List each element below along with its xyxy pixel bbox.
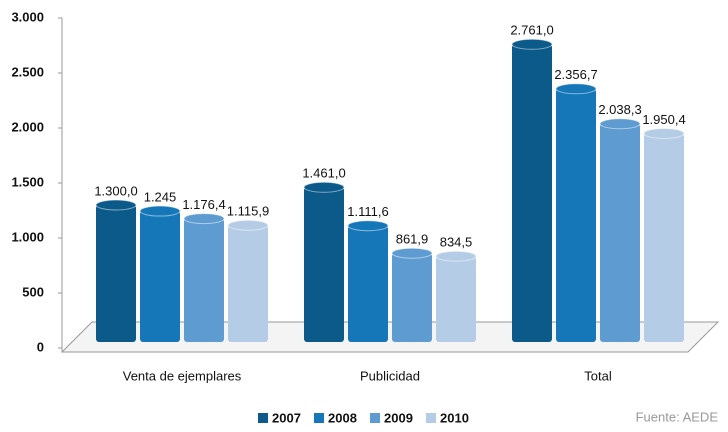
- bar-top: [347, 220, 389, 232]
- value-label: 834,5: [440, 235, 473, 250]
- bar-top: [511, 38, 553, 50]
- value-label: 2.038,3: [598, 102, 641, 117]
- bar: [392, 253, 432, 342]
- bar: [436, 256, 476, 342]
- y-tick-label: 1.500: [11, 174, 44, 189]
- value-label: 1.115,9: [227, 204, 269, 219]
- bar: [140, 211, 180, 342]
- y-tick-label: 500: [22, 284, 44, 299]
- legend-label: 2007: [272, 410, 301, 425]
- bar-top: [227, 219, 269, 231]
- bar: [600, 123, 640, 342]
- value-label: 1.950,4: [642, 112, 685, 127]
- bar: [512, 44, 552, 342]
- bar-top: [391, 247, 433, 259]
- bar-top: [435, 250, 477, 262]
- value-label: 1.176,4: [182, 197, 225, 212]
- legend-label: 2008: [328, 410, 357, 425]
- x-tick-label: Venta de ejemplares: [123, 368, 242, 383]
- bar-top: [643, 127, 685, 139]
- legend-swatch: [314, 413, 324, 423]
- x-tick-label: Total: [584, 368, 612, 383]
- x-tick-label: Publicidad: [360, 368, 420, 383]
- bar: [96, 205, 136, 342]
- legend-swatch: [370, 413, 380, 423]
- value-label: 1.461,0: [302, 166, 345, 181]
- value-label: 861,9: [396, 232, 429, 247]
- bar: [184, 218, 224, 342]
- bar: [348, 225, 388, 342]
- y-tick-label: 2.500: [11, 64, 44, 79]
- legend-swatch: [426, 413, 436, 423]
- bar-top: [303, 181, 345, 193]
- y-tick-label: 0: [37, 339, 44, 354]
- source: Fuente: AEDE: [636, 409, 719, 424]
- bar-top: [183, 213, 225, 225]
- bar-top: [95, 199, 137, 211]
- value-label: 2.761,0: [510, 23, 553, 38]
- bar: [228, 225, 268, 342]
- bar-top: [599, 118, 641, 130]
- legend-label: 2010: [440, 410, 469, 425]
- bar: [304, 187, 344, 342]
- value-label: 1.111,6: [347, 204, 388, 219]
- floor: [60, 321, 720, 353]
- value-label: 1.300,0: [94, 183, 137, 198]
- y-tick-label: 2.000: [11, 119, 44, 134]
- legend-label: 2009: [384, 410, 413, 425]
- y-tick-label: 1.000: [11, 229, 44, 244]
- value-label: 2.356,7: [554, 67, 597, 82]
- value-label: 1.245: [144, 189, 177, 204]
- bar-top: [139, 205, 181, 217]
- bar: [644, 133, 684, 342]
- bar-top: [555, 83, 597, 95]
- bar: [556, 88, 596, 342]
- y-tick-label: 3.000: [11, 9, 44, 24]
- legend-swatch: [258, 413, 268, 423]
